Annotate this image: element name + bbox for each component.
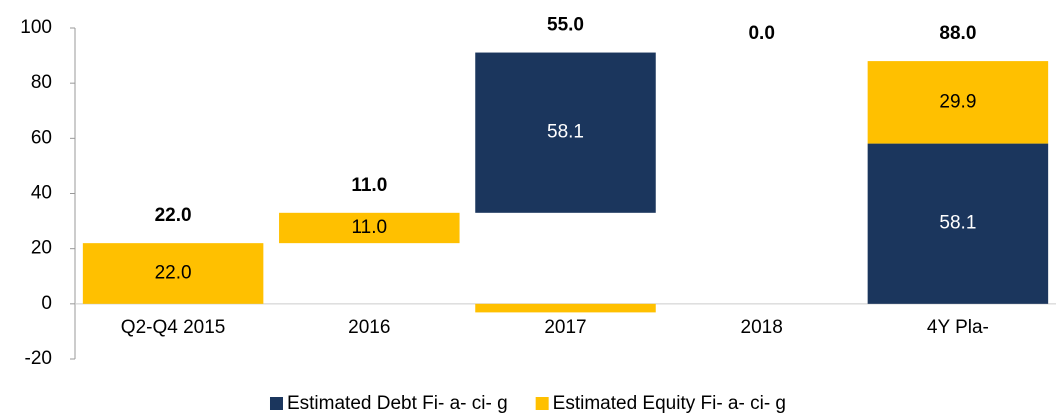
x-tick-label: 4Y Pla- <box>927 317 989 338</box>
legend-label: Estimated Debt Fi- a- ci- g <box>287 393 508 414</box>
legend-swatch <box>269 397 283 410</box>
legend-label: Estimated Equity Fi- a- ci- g <box>553 393 786 414</box>
y-tick-label: 0 <box>41 293 52 314</box>
y-tick-label: -20 <box>25 348 52 369</box>
value-label: 11.0 <box>352 217 388 238</box>
value-label: 58.1 <box>939 213 976 234</box>
value-label: 29.9 <box>939 91 976 112</box>
x-tick-label: 2018 <box>741 317 783 338</box>
total-label: 88.0 <box>939 23 976 44</box>
value-label: 58.1 <box>547 122 584 143</box>
y-tick-label: 40 <box>31 183 52 204</box>
bar-segment <box>82 243 264 304</box>
x-tick-label: 2016 <box>348 317 390 338</box>
total-label: 0.0 <box>748 23 774 44</box>
x-tick-label: 2017 <box>544 317 586 338</box>
y-tick-label: 60 <box>31 127 52 148</box>
y-tick-label: 100 <box>20 17 52 38</box>
total-label: 22.0 <box>155 205 192 226</box>
bar-segment <box>279 212 460 244</box>
bar-segment <box>867 61 1049 144</box>
bar-segment <box>867 143 1049 304</box>
bar-segment <box>475 52 656 213</box>
y-tick-label: 80 <box>31 72 52 93</box>
value-label: 22.0 <box>155 263 192 284</box>
total-label: 11.0 <box>351 175 387 196</box>
x-tick-label: Q2-Q4 2015 <box>121 317 226 338</box>
legend-swatch <box>535 397 549 410</box>
y-tick-label: 20 <box>31 238 52 259</box>
total-label: 55.0 <box>547 15 584 36</box>
bar-segment <box>475 303 656 313</box>
